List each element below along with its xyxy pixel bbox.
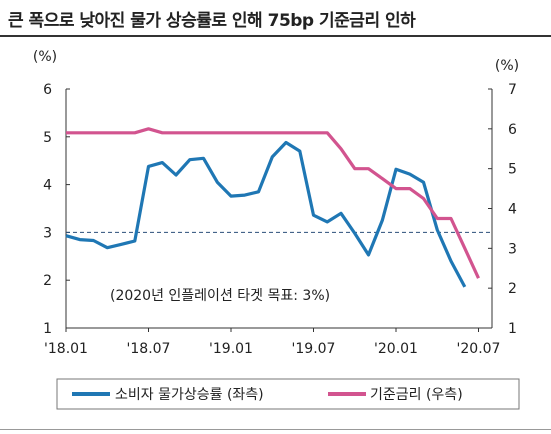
right-tick-label: 7 [508,82,517,98]
bottom-rule [0,429,551,430]
right-tick-label: 1 [508,321,517,337]
x-tick-label: '18.07 [127,341,171,357]
x-tick-label: '20.07 [457,341,501,357]
x-tick-label: '20.01 [374,341,418,357]
target-annotation: (2020년 인플레이션 타겟 목표: 3%) [110,288,330,304]
x-tick-label: '19.07 [292,341,336,357]
title-rule [0,35,551,37]
legend-box [56,378,520,410]
left-tick-label: 1 [43,321,52,337]
policy-rate-series-line [66,127,480,279]
right-axis-unit: (%) [495,58,519,74]
left-tick-label: 5 [43,130,52,146]
left-tick-label: 2 [43,273,52,289]
right-tick-label: 3 [508,241,517,257]
right-tick-label: 2 [508,281,517,297]
x-tick-label: '18.01 [44,341,88,357]
cpi-series-line [65,140,467,288]
x-tick-label: '19.01 [209,341,253,357]
left-tick-label: 3 [43,225,52,241]
left-axis-unit: (%) [33,49,57,65]
right-tick-label: 5 [508,162,517,178]
chart-title: 큰 폭으로 낮아진 물가 상승률로 인해 75bp 기준금리 인하 [8,11,416,31]
legend-cpi-label: 소비자 물가상승률 (좌측) [115,387,264,403]
legend-policy-rate-label: 기준금리 (우측) [370,387,463,403]
left-tick-label: 6 [43,82,52,98]
left-tick-label: 4 [43,178,52,194]
right-tick-label: 4 [508,202,517,218]
right-tick-label: 6 [508,122,517,138]
